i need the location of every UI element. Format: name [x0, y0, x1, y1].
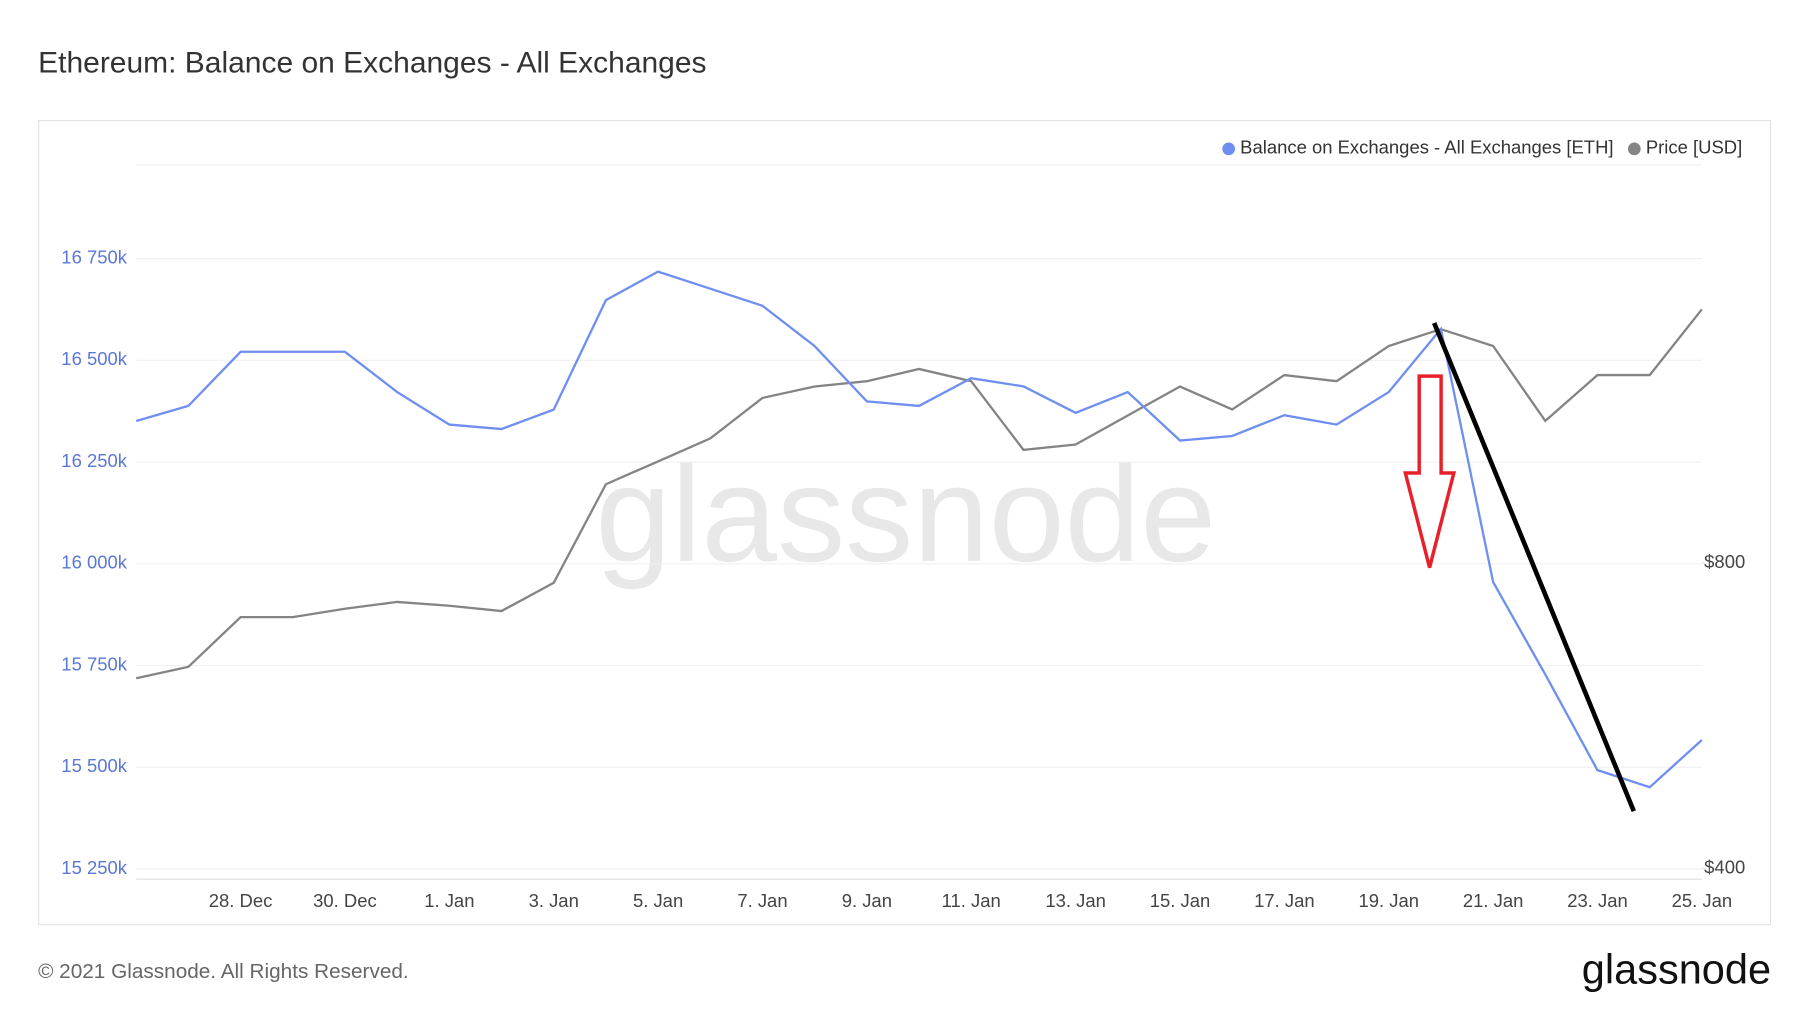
plot: 16 750k 16 500k 16 250k 16 000k 15 750k 15 50… — [61, 246, 1745, 911]
x-tick-label: 15. Jan — [1150, 890, 1211, 911]
y-tick-label: 15 250k — [61, 857, 127, 878]
legend-label: Balance on Exchanges - All Exchanges [ET… — [1240, 137, 1613, 158]
legend-label: Price [USD] — [1646, 137, 1742, 158]
x-tick-label: 13. Jan — [1045, 890, 1106, 911]
watermark: glassnode — [595, 438, 1216, 590]
x-tick-label: 21. Jan — [1463, 890, 1524, 911]
x-tick-label: 25. Jan — [1672, 890, 1733, 911]
chart-title: Ethereum: Balance on Exchanges - All Exc… — [38, 47, 706, 80]
series-line — [135, 270, 1703, 789]
y-tick-label: 15 500k — [61, 755, 127, 776]
y-tick-label: 16 750k — [61, 246, 127, 267]
down-arrow — [1403, 374, 1457, 569]
x-tick-label: 3. Jan — [529, 890, 579, 911]
x-tick-label: 1. Jan — [424, 890, 474, 911]
y2-tick-label: $800 — [1704, 551, 1745, 572]
legend-swatch — [1222, 142, 1235, 156]
x-tick-label: 5. Jan — [633, 890, 683, 911]
footer: © 2021 Glassnode. All Rights Reserved. — [38, 960, 409, 983]
chart-frame — [38, 119, 1772, 926]
x-tick-label: 17. Jan — [1254, 890, 1315, 911]
legend-swatch — [1627, 142, 1641, 156]
y2-tick-label: $400 — [1704, 856, 1745, 877]
x-tick-label: 9. Jan — [842, 890, 892, 911]
y-tick-label: 16 250k — [61, 450, 127, 471]
y-tick-label: 15 750k — [61, 653, 127, 674]
y-tick-label: 16 000k — [61, 552, 127, 573]
x-tick-label: 7. Jan — [737, 890, 787, 911]
x-tick-label: 30. Dec — [313, 890, 377, 911]
y-tick-label: 16 500k — [61, 348, 127, 369]
logo: glassnode — [1582, 946, 1771, 993]
x-tick-label: 23. Jan — [1567, 890, 1628, 911]
x-tick-label: 28. Dec — [209, 890, 273, 911]
x-tick-label: 11. Jan — [942, 890, 1001, 911]
x-tick-label: 19. Jan — [1358, 890, 1419, 911]
trend-line — [1432, 322, 1636, 812]
